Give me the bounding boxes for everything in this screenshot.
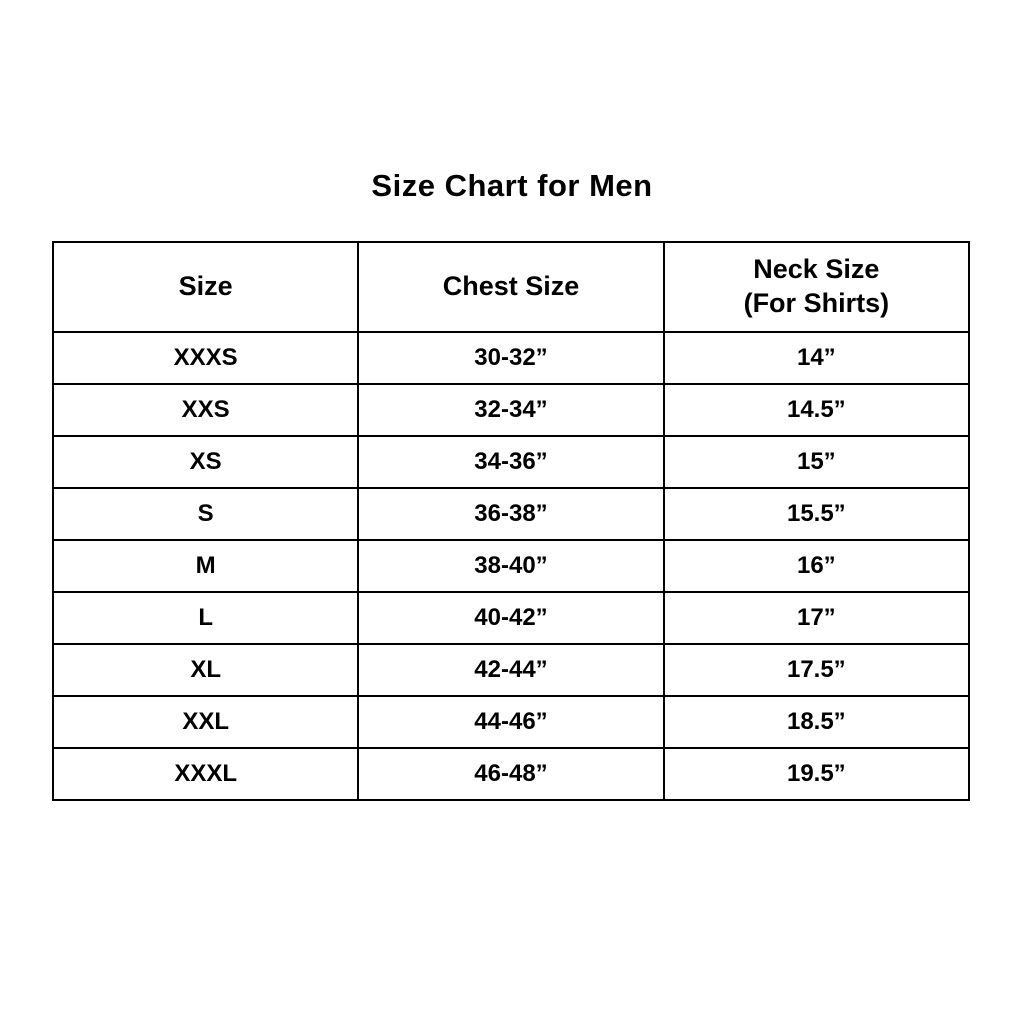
cell-chest: 38-40” [357, 539, 665, 593]
cell-chest: 44-46” [357, 695, 665, 749]
cell-size: XXXS [51, 331, 360, 385]
table-row: L 40-42” 17” [51, 591, 971, 645]
cell-chest: 32-34” [357, 383, 665, 437]
table-row: XXXS 30-32” 14” [51, 331, 971, 385]
cell-neck: 14.5” [662, 383, 971, 437]
table-row: XS 34-36” 15” [51, 435, 971, 489]
cell-chest: 40-42” [357, 591, 665, 645]
cell-size: XXL [51, 695, 360, 749]
cell-neck: 17” [662, 591, 971, 645]
table-row: S 36-38” 15.5” [51, 487, 971, 541]
cell-chest: 42-44” [357, 643, 665, 697]
cell-size: XXS [51, 383, 360, 437]
cell-neck: 15” [662, 435, 971, 489]
cell-chest: 36-38” [357, 487, 665, 541]
table-row: XXL 44-46” 18.5” [51, 695, 971, 749]
cell-neck: 15.5” [662, 487, 971, 541]
cell-chest: 34-36” [357, 435, 665, 489]
size-chart-table: Size Chest Size Neck Size (For Shirts) X… [51, 241, 971, 801]
page-title: Size Chart for Men [371, 168, 653, 203]
header-size: Size [51, 241, 360, 333]
cell-neck: 17.5” [662, 643, 971, 697]
cell-neck: 16” [662, 539, 971, 593]
cell-neck: 18.5” [662, 695, 971, 749]
header-neck-label-line2: (For Shirts) [743, 288, 890, 318]
cell-size: XXXL [51, 747, 360, 801]
cell-size: L [51, 591, 360, 645]
header-neck-label-line1: Neck Size [753, 254, 880, 285]
cell-chest: 30-32” [357, 331, 665, 385]
cell-neck: 14” [662, 331, 971, 385]
header-size-label: Size [178, 271, 233, 302]
cell-size: S [51, 487, 360, 541]
table-row: XXXL 46-48” 19.5” [51, 747, 971, 801]
cell-chest: 46-48” [357, 747, 665, 801]
cell-neck: 19.5” [662, 747, 971, 801]
table-row: M 38-40” 16” [51, 539, 971, 593]
cell-size: XS [51, 435, 360, 489]
table-row: XXS 32-34” 14.5” [51, 383, 971, 437]
header-neck-size: Neck Size (For Shirts) [662, 241, 971, 333]
table-header-row: Size Chest Size Neck Size (For Shirts) [51, 241, 971, 333]
header-chest-label: Chest Size [442, 271, 580, 302]
cell-size: M [51, 539, 360, 593]
table-row: XL 42-44” 17.5” [51, 643, 971, 697]
cell-size: XL [51, 643, 360, 697]
header-chest-size: Chest Size [357, 241, 665, 333]
